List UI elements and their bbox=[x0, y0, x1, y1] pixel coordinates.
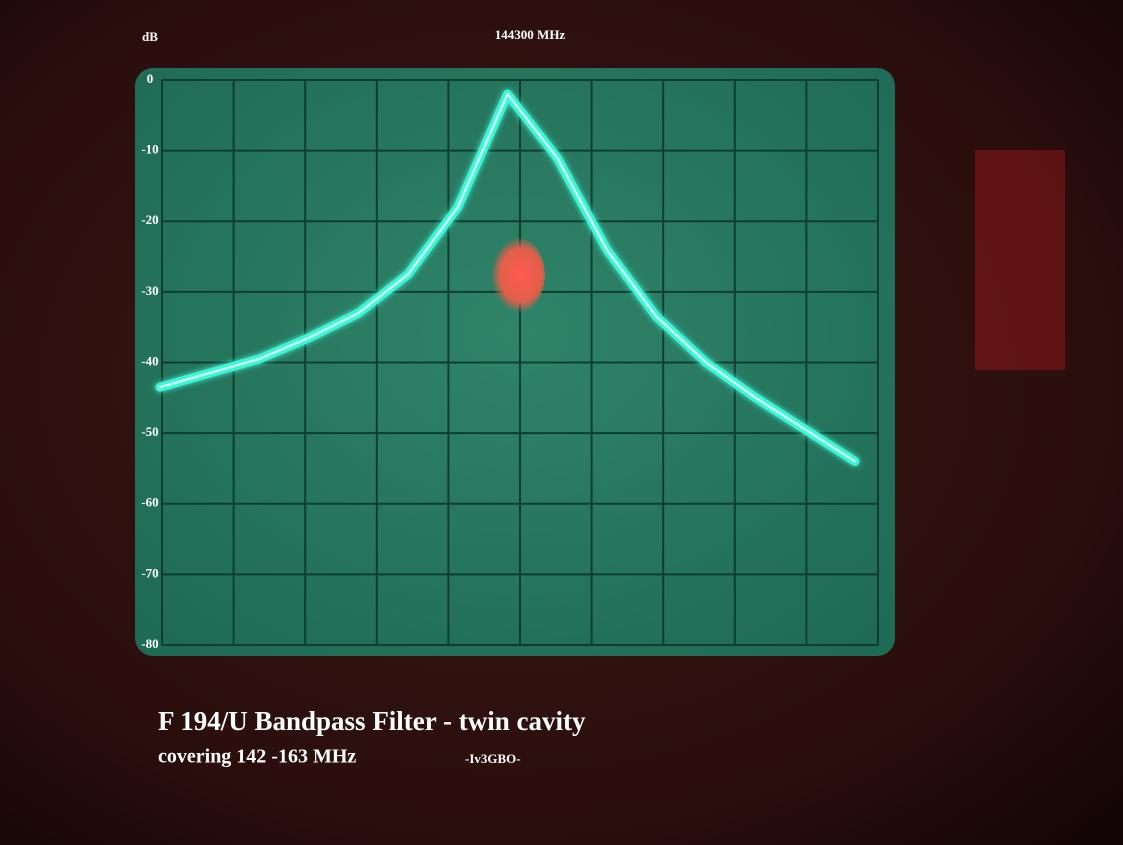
series-line-core bbox=[158, 92, 857, 463]
y-tick-label: -60 bbox=[141, 495, 158, 510]
y-tick-label: 0 bbox=[147, 71, 154, 86]
y-tick-label: -40 bbox=[141, 353, 158, 368]
chart-subtitle: covering 142 -163 MHz bbox=[158, 746, 356, 768]
red-glare bbox=[975, 150, 1065, 370]
y-tick-label: -80 bbox=[141, 636, 158, 651]
center-label: 144300 MHz bbox=[495, 27, 566, 42]
credit: -Iv3GBO- bbox=[465, 751, 521, 766]
y-axis-label: dB bbox=[142, 29, 158, 44]
chart-title: F 194/U Bandpass Filter - twin cavity bbox=[158, 706, 586, 736]
y-tick-label: -20 bbox=[141, 212, 158, 227]
y-tick-label: -30 bbox=[141, 283, 158, 298]
y-tick-label: -50 bbox=[141, 424, 158, 439]
y-tick-label: -10 bbox=[141, 142, 158, 157]
reflection bbox=[485, 237, 545, 313]
y-tick-label: -70 bbox=[141, 565, 158, 580]
